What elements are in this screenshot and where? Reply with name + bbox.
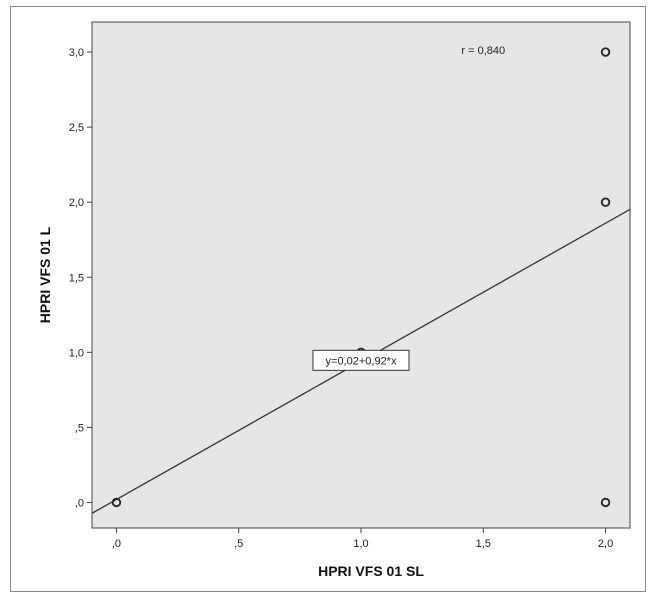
y-tick-label: 2,5: [69, 122, 84, 134]
x-tick-label: ,0: [112, 538, 121, 550]
fit-equation-box: [312, 349, 410, 371]
data-point: [111, 497, 122, 508]
x-tick-label: 1,0: [353, 538, 368, 550]
x-tick-label: 1,5: [476, 538, 491, 550]
y-axis-title: HPRI VFS 01 L: [37, 226, 53, 323]
x-tick-label: ,5: [234, 538, 243, 550]
axis-ticks: ,0 ,5 1,0 1,5 2,0 ,0 ,5 1,0 1,5 2,0 2,5 3,0: [69, 47, 613, 550]
y-tick-label: ,0: [75, 497, 84, 509]
data-point: [600, 47, 611, 57]
y-tick-label: 1,0: [69, 347, 84, 359]
correlation-label: r = 0,840: [461, 45, 505, 57]
fit-equation-label: y=0,02+0,92*x: [326, 355, 397, 367]
x-axis-title: HPRI VFS 01 SL: [318, 563, 424, 579]
y-tick-label: 3,0: [69, 47, 84, 59]
data-point: [600, 497, 611, 508]
x-tick-label: 2,0: [598, 538, 613, 550]
data-point: [600, 197, 611, 207]
annotations: r = 0,840 y=0,02+0,92*x: [312, 45, 505, 371]
y-tick-label: 1,5: [69, 272, 84, 284]
y-tick-label: ,5: [75, 422, 84, 434]
y-tick-label: 2,0: [69, 197, 84, 209]
plot-area: [91, 21, 631, 529]
